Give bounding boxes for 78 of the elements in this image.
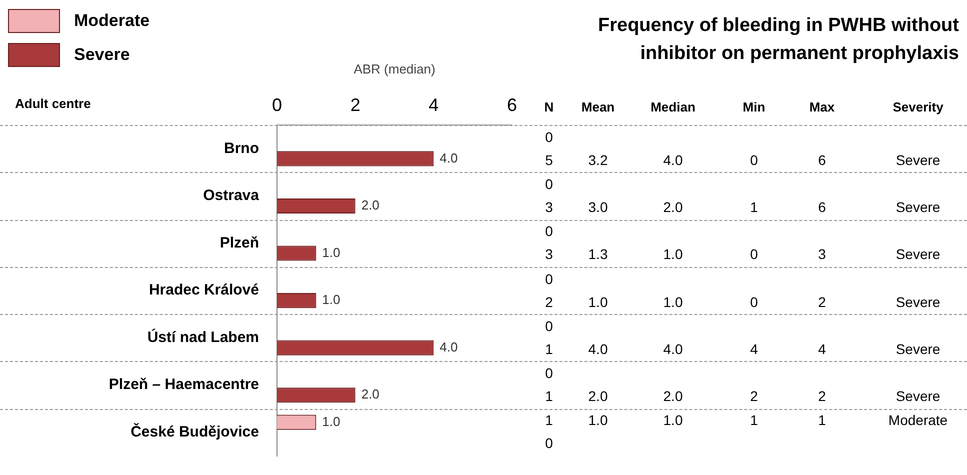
text: Severe: [896, 388, 940, 404]
text: 4.0: [588, 340, 608, 357]
text: 1.0: [663, 246, 683, 262]
text: 3: [818, 246, 826, 262]
data-label: 1.0: [322, 414, 340, 429]
data-label: 1.0: [322, 292, 340, 308]
y-tick-label: Ústí nad Labem: [147, 328, 259, 346]
text: 1: [545, 412, 553, 428]
text: 0: [545, 176, 553, 192]
text: 1: [545, 340, 553, 357]
legend-label: Severe: [74, 45, 130, 65]
data-label: 1.0: [322, 244, 340, 260]
text: 1.0: [588, 294, 608, 310]
text: 2.0: [663, 198, 683, 215]
x-tick-label: 4: [428, 95, 439, 116]
y-tick-label: Plzeň: [220, 234, 259, 252]
y-tick-label: Hradec Králové: [148, 282, 259, 299]
y-tick-label: Brno: [224, 140, 259, 157]
x-tick-label: 6: [506, 95, 518, 116]
text: 1: [750, 198, 758, 215]
x-axis-title: ABR (median): [354, 61, 436, 76]
text: Severe: [896, 246, 940, 262]
text: 0: [545, 128, 553, 145]
text: 2: [545, 294, 553, 310]
text: Frequency of bleeding in PWHB without inhibitor on permanent prophylaxis: [597, 14, 959, 66]
text: 0: [545, 223, 553, 240]
text: 1.0: [663, 294, 683, 310]
text: 0: [750, 246, 758, 262]
text: 3.0: [588, 198, 608, 215]
data-label: 4.0: [440, 339, 458, 354]
text: 1: [545, 388, 553, 404]
text: Max: [809, 100, 835, 114]
text: Severe: [896, 152, 940, 168]
text: 0: [750, 294, 758, 310]
text: 1: [818, 412, 826, 428]
text: Min: [742, 100, 766, 114]
text: 2.0: [663, 388, 683, 404]
text: 3.2: [588, 152, 608, 168]
text: 5: [545, 152, 553, 168]
text: 2: [818, 294, 826, 310]
text: 0: [545, 435, 553, 452]
text: 3: [545, 246, 553, 262]
text: 6: [818, 198, 826, 215]
text: 4: [750, 340, 758, 357]
text: 4.0: [663, 340, 683, 357]
text: Severity: [892, 100, 944, 114]
text: 1.0: [588, 412, 608, 428]
text: Severe: [896, 294, 940, 310]
text: 4: [818, 340, 826, 357]
x-tick-label: 2: [350, 95, 360, 116]
text: Severe: [896, 340, 940, 357]
text: 1.0: [663, 412, 683, 428]
data-label: 2.0: [361, 386, 380, 402]
text: Median: [650, 100, 696, 114]
text: N: [544, 100, 554, 114]
text: 0: [545, 270, 553, 286]
y-axis-title: Adult centre: [15, 96, 91, 111]
text: Severe: [896, 198, 940, 215]
text: 6: [818, 152, 826, 168]
text: 1.3: [588, 246, 608, 262]
text: 3: [545, 198, 553, 215]
text: 0: [750, 152, 758, 168]
text: Moderate: [888, 412, 948, 428]
y-tick-label: České Budějovice: [130, 422, 259, 440]
text: 0: [545, 318, 553, 334]
text: 2: [818, 388, 826, 404]
text: 2: [750, 388, 758, 404]
text: Mean: [581, 100, 615, 114]
text: 1: [750, 412, 758, 428]
x-tick-label: 0: [272, 95, 282, 116]
data-label: 2.0: [361, 198, 380, 213]
text: 4.0: [663, 152, 683, 168]
text: 0: [545, 365, 553, 382]
y-tick-label: Plzeň – Haemacentre: [108, 376, 259, 394]
text: 2.0: [588, 388, 608, 404]
data-label: 4.0: [440, 150, 458, 166]
legend-label: Moderate: [74, 11, 150, 31]
y-tick-label: Ostrava: [203, 187, 260, 204]
